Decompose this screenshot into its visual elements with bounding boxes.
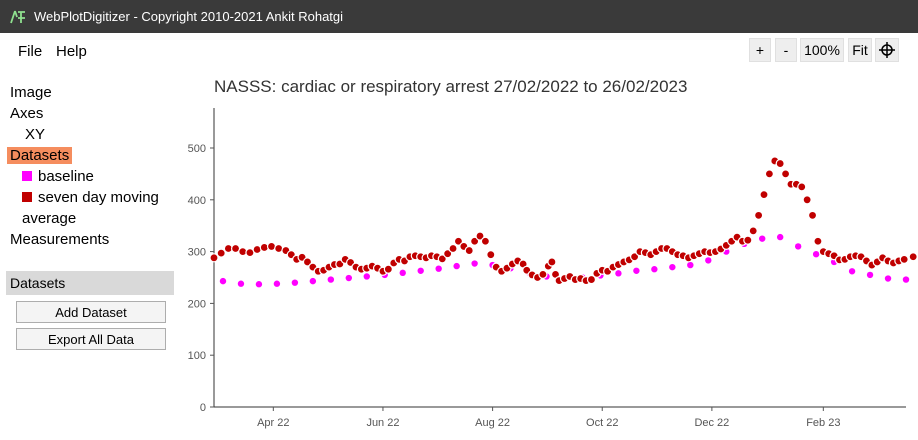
baseline-point (669, 263, 676, 271)
sidebar: Image Axes XY Datasets baseline seven da… (0, 70, 180, 440)
baseline-point (759, 235, 766, 242)
y-tick-label: 0 (200, 402, 206, 414)
seven-day-average-point (764, 169, 774, 179)
window-title: WebPlotDigitizer - Copyright 2010-2021 A… (34, 9, 344, 24)
tree-item-baseline[interactable]: baseline (22, 168, 94, 185)
seven-day-average-point (486, 250, 496, 260)
app-logo-icon (8, 7, 28, 27)
baseline-point (633, 267, 640, 274)
baseline-point (705, 257, 712, 264)
seven-day-average-point (480, 236, 491, 246)
seven-day-average-point (302, 257, 313, 267)
x-tick-label: Feb 23 (806, 417, 840, 429)
baseline-point (884, 275, 892, 282)
x-tick-label: Apr 22 (257, 417, 289, 429)
baseline-point (687, 261, 694, 269)
tree-item-image[interactable]: Image (10, 84, 52, 101)
baseline-point (327, 276, 335, 283)
baseline-point (435, 265, 442, 272)
y-tick-label: 400 (188, 195, 206, 207)
baseline-point (417, 267, 424, 274)
y-tick-label: 200 (188, 298, 206, 310)
baseline-point (848, 268, 856, 275)
seven-day-average-point (475, 231, 485, 241)
seven-day-average-point (209, 253, 219, 263)
baseline-color-swatch (22, 171, 32, 181)
baseline-point (471, 260, 478, 267)
baseline-point (345, 274, 353, 282)
tree-item-seven-day-average[interactable]: seven day moving (22, 189, 159, 206)
datasets-panel-header: Datasets (6, 271, 174, 295)
zoom-level[interactable]: 100% (800, 38, 844, 62)
y-tick-label: 500 (188, 143, 206, 155)
seven-day-average-point (470, 236, 480, 246)
x-tick-label: Dec 22 (694, 417, 729, 429)
seven-day-label-continued[interactable]: average (22, 210, 77, 227)
crosshair-icon[interactable] (875, 38, 899, 62)
plot-canvas[interactable]: NASSS: cardiac or respiratory arrest 27/… (180, 70, 918, 440)
baseline-point (399, 269, 406, 277)
seven-day-average-point (464, 245, 474, 256)
baseline-point (812, 250, 820, 258)
menu-help[interactable]: Help (56, 43, 87, 60)
tree-item-axes[interactable]: Axes (10, 105, 44, 122)
baseline-point (651, 266, 658, 273)
seven-day-label: seven day moving (38, 189, 159, 206)
seven-day-average-point (899, 254, 909, 264)
title-bar: WebPlotDigitizer - Copyright 2010-2021 A… (0, 0, 918, 33)
tree-item-datasets[interactable]: Datasets (7, 147, 73, 164)
seven-day-average-point (547, 257, 557, 267)
seven-day-average-point (586, 274, 597, 285)
tree-item-measurements[interactable]: Measurements (10, 231, 110, 248)
seven-day-average-point (759, 190, 769, 200)
seven-day-average-point (453, 236, 464, 246)
x-tick-label: Oct 22 (586, 417, 618, 429)
seven-day-color-swatch (22, 192, 32, 202)
baseline-point (273, 280, 281, 287)
chart-title: NASSS: cardiac or respiratory arrest 27/… (214, 77, 687, 96)
seven-day-average-point (908, 252, 918, 262)
baseline-point (902, 276, 910, 283)
seven-day-average-point (775, 158, 785, 169)
baseline-point (255, 281, 263, 288)
seven-day-average-point (807, 210, 818, 220)
seven-day-average-point (754, 210, 764, 220)
baseline-point (363, 273, 370, 280)
baseline-point (237, 280, 245, 287)
seven-day-average-point (780, 169, 791, 179)
seven-day-average-point (802, 195, 812, 205)
menu-file[interactable]: File (18, 43, 43, 60)
x-tick-label: Aug 22 (475, 417, 510, 429)
seven-day-average-point (538, 269, 548, 279)
baseline-point (453, 262, 460, 270)
baseline-point (219, 277, 227, 285)
export-all-data-button[interactable]: Export All Data (16, 328, 166, 350)
seven-day-average-point (748, 226, 758, 236)
zoom-out-button[interactable]: - (775, 38, 797, 62)
seven-day-average-point (216, 248, 226, 258)
zoom-in-button[interactable]: + (749, 38, 771, 62)
baseline-label: baseline (38, 168, 94, 185)
seven-day-average-point (797, 182, 807, 192)
fit-button[interactable]: Fit (848, 38, 872, 62)
baseline-point (615, 270, 622, 277)
seven-day-average-point (743, 235, 753, 245)
baseline-point (291, 279, 299, 286)
baseline-point (309, 277, 317, 285)
baseline-point (776, 233, 784, 241)
x-tick-label: Jun 22 (366, 417, 399, 429)
y-tick-label: 100 (188, 350, 206, 362)
baseline-point (866, 271, 874, 279)
seven-day-average-point (443, 249, 453, 259)
seven-day-average-point (629, 252, 640, 262)
y-tick-label: 300 (188, 247, 206, 259)
seven-day-average-point (448, 243, 458, 254)
seven-day-average-point (437, 254, 447, 264)
tree-item-xy[interactable]: XY (25, 126, 46, 143)
seven-day-average-point (813, 236, 823, 246)
menu-bar: File Help + - 100% Fit (0, 33, 918, 70)
add-dataset-button[interactable]: Add Dataset (16, 301, 166, 323)
baseline-point (794, 243, 802, 250)
seven-day-average-point (383, 264, 393, 274)
